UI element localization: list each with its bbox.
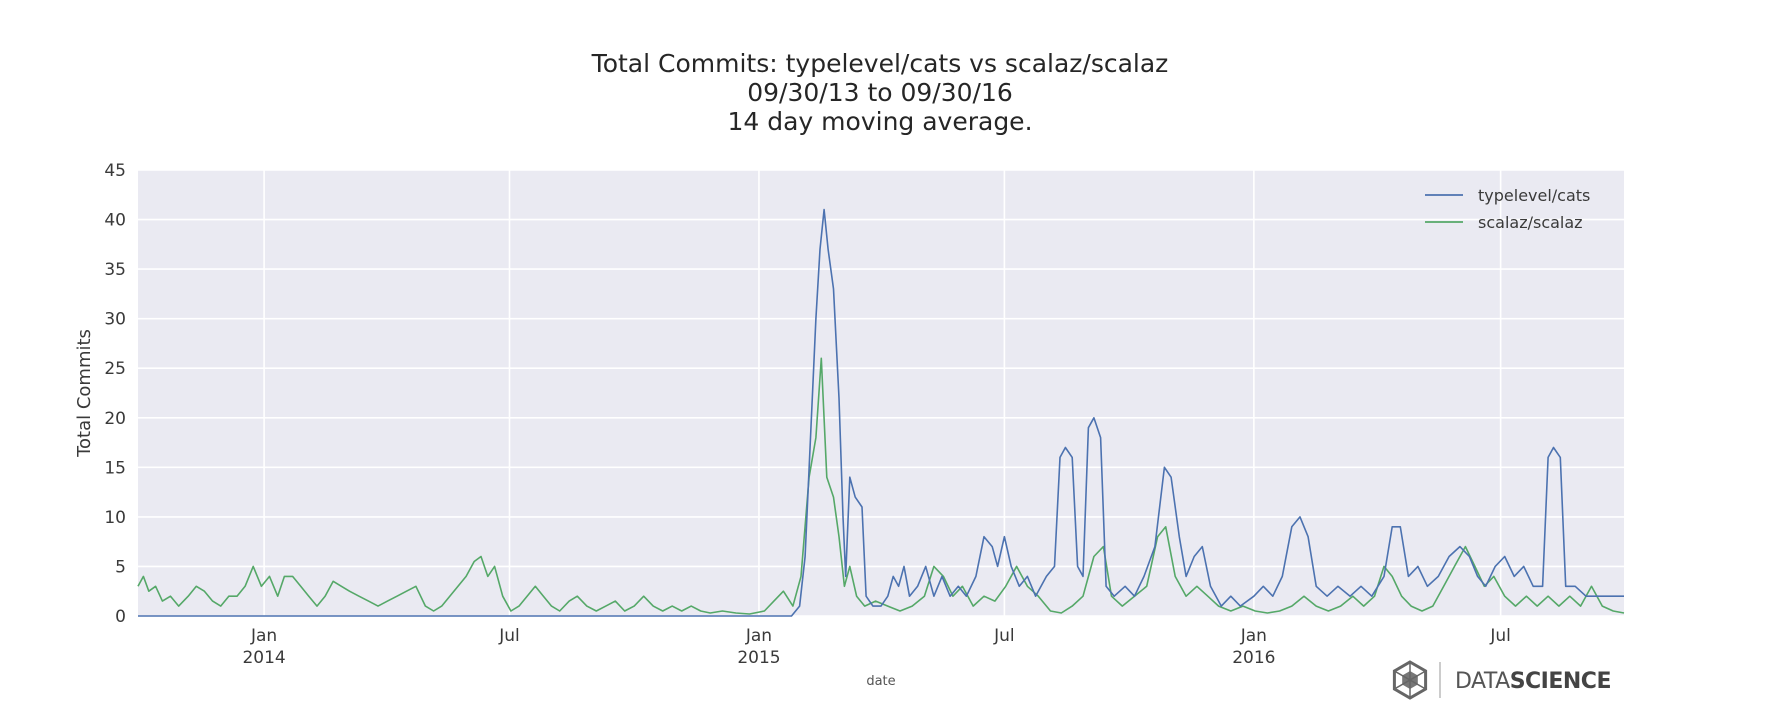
x-tick-label: Jan [745,626,772,646]
y-tick-label: 15 [104,458,126,478]
legend-label: typelevel/cats [1478,186,1590,205]
y-tick-label: 5 [115,557,126,577]
x-tick-label: Jul [993,626,1015,646]
y-tick-label: 0 [115,607,126,627]
chart-title: Total Commits: typelevel/cats vs scalaz/… [591,49,1169,136]
y-tick-label: 25 [104,359,126,379]
y-axis-label: Total Commits [74,329,95,458]
legend-label: scalaz/scalaz [1478,213,1583,232]
x-tick-label: Jan [1240,626,1267,646]
title-line-2: 09/30/13 to 09/30/16 [747,78,1013,107]
y-tick-label: 45 [104,161,126,181]
x-axis-label: date [866,674,895,689]
brand-light: DATA [1455,669,1510,694]
x-tick-year-label: 2015 [737,648,780,668]
x-tick-year-label: 2014 [242,648,285,668]
y-tick-labels: 0 5 10 15 20 25 30 35 40 45 [104,161,126,627]
series-line-typelevel-cats [138,208,1624,617]
x-tick-label: Jan [250,626,277,646]
datascience-logo-icon [1392,660,1428,700]
x-tick-label: Jul [1489,626,1511,646]
x-tick-year-label: 2016 [1232,648,1275,668]
legend: typelevel/cats scalaz/scalaz [1425,186,1590,232]
y-tick-label: 20 [104,409,126,429]
watermark-brand-text: DATASCIENCE [1455,669,1611,694]
brand-bold: SCIENCE [1510,669,1611,694]
x-tick-label: Jul [498,626,520,646]
gridlines [138,169,1624,617]
plot-area [138,170,1624,616]
y-tick-label: 30 [104,310,126,330]
title-line-1: Total Commits: typelevel/cats vs scalaz/… [591,49,1169,78]
series-lines [137,208,1625,617]
datascience-watermark: DATASCIENCE [1392,660,1611,700]
y-tick-label: 40 [104,211,126,231]
y-tick-label: 10 [104,508,126,528]
series-line-scalaz-scalaz [137,357,1625,615]
title-line-3: 14 day moving average. [727,107,1032,136]
y-tick-label: 35 [104,260,126,280]
